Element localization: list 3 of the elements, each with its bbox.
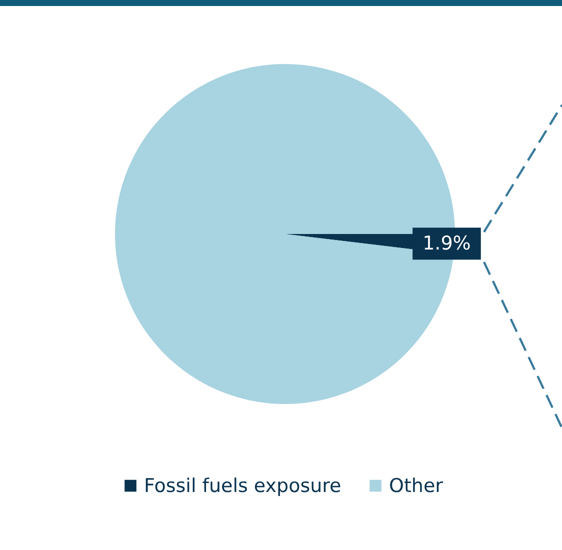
- legend-label: Other: [389, 474, 444, 497]
- legend-label: Fossil fuels exposure: [144, 474, 342, 497]
- data-label: 1.9%: [422, 232, 471, 255]
